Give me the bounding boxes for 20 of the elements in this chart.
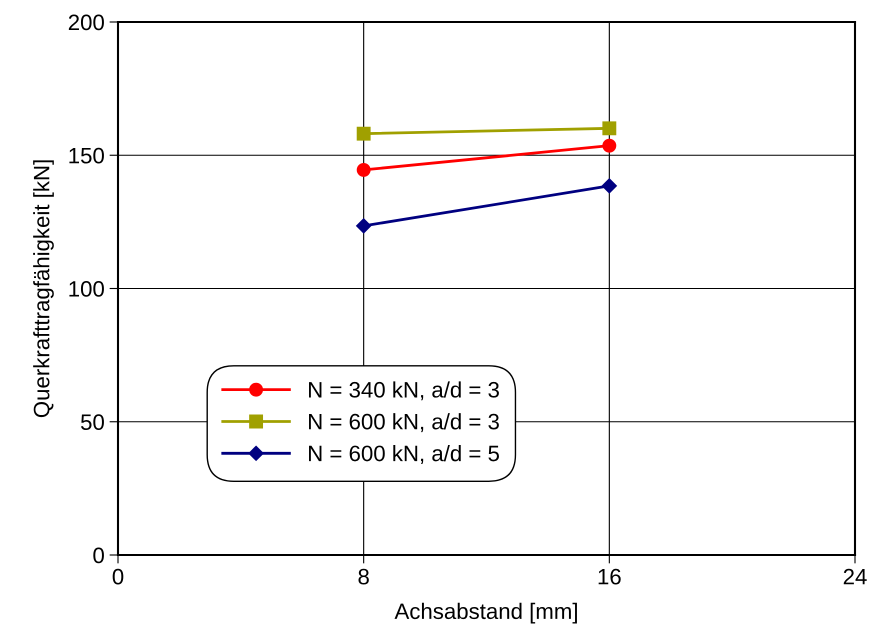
point <box>356 218 372 234</box>
x-axis-title: Achsabstand [mm] <box>394 602 577 624</box>
y-tick-label: 100 <box>69 281 104 297</box>
x-tick-label: 16 <box>598 568 621 585</box>
y-tick-label: 200 <box>68 14 104 30</box>
x-tick-label: 0 <box>112 568 124 585</box>
legend-label: N = 600 kN, a/d = 3 <box>309 413 499 432</box>
x-tick-label: 24 <box>844 568 867 584</box>
point <box>602 178 617 194</box>
point <box>602 121 616 136</box>
point <box>356 162 371 177</box>
legend-label: N = 600 kN, a/d = 5 <box>309 444 499 464</box>
legend-label: N = 340 kN, a/d = 3 <box>309 381 499 400</box>
point <box>602 138 616 153</box>
y-tick-label: 0 <box>93 548 104 564</box>
y-tick-label: 50 <box>80 414 104 430</box>
y-axis-title: Querkrafttragfähigkeit [kN] <box>33 160 54 418</box>
y-tick-label: 150 <box>69 148 104 164</box>
point <box>356 126 371 141</box>
x-tick-label: 8 <box>358 568 369 585</box>
